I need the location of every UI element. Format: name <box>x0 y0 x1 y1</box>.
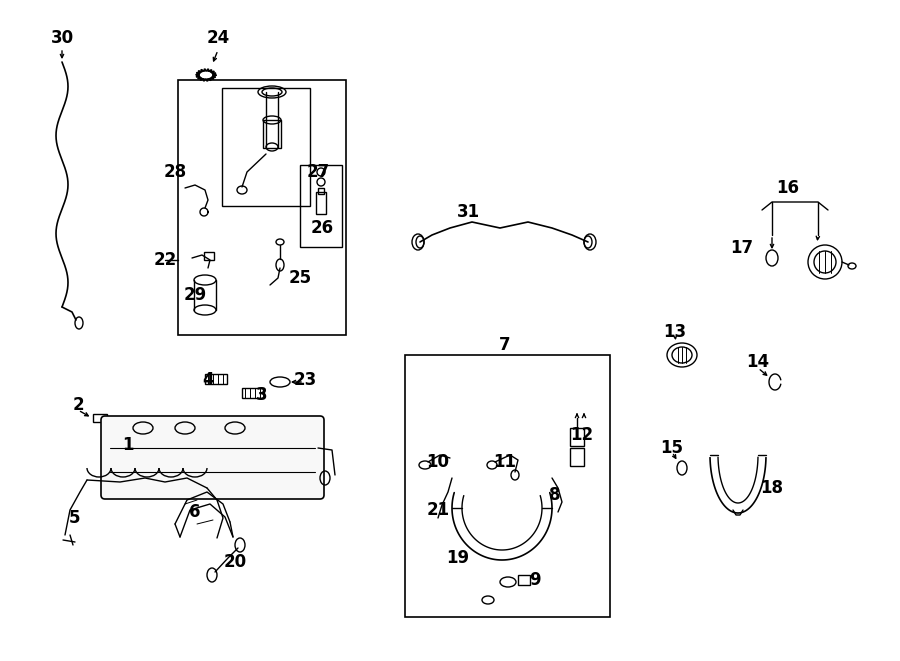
Text: 19: 19 <box>446 549 470 567</box>
Bar <box>222 88 310 206</box>
Text: 1: 1 <box>122 436 134 454</box>
Text: 15: 15 <box>661 439 683 457</box>
Text: 13: 13 <box>663 323 687 341</box>
Bar <box>318 188 324 194</box>
Bar <box>93 414 107 422</box>
Text: 6: 6 <box>189 503 201 521</box>
Text: 14: 14 <box>746 353 769 371</box>
Bar <box>205 374 227 384</box>
Text: 24: 24 <box>206 29 230 47</box>
Bar <box>316 192 326 214</box>
Bar <box>204 252 214 260</box>
Text: 8: 8 <box>549 486 561 504</box>
Text: 17: 17 <box>731 239 753 257</box>
Text: 21: 21 <box>427 501 450 519</box>
Text: 27: 27 <box>306 163 329 181</box>
Text: 7: 7 <box>500 336 511 354</box>
Bar <box>178 80 346 335</box>
Bar <box>300 165 342 247</box>
Text: 16: 16 <box>777 179 799 197</box>
Text: 9: 9 <box>529 571 541 589</box>
Text: 30: 30 <box>50 29 74 47</box>
Text: 5: 5 <box>69 509 81 527</box>
Text: 28: 28 <box>164 163 186 181</box>
Text: 18: 18 <box>760 479 784 497</box>
Bar <box>242 388 264 398</box>
Text: 23: 23 <box>293 371 317 389</box>
Text: 25: 25 <box>288 269 311 287</box>
Text: 4: 4 <box>202 371 214 389</box>
Bar <box>263 120 281 148</box>
Text: 11: 11 <box>493 453 517 471</box>
Text: 2: 2 <box>72 396 84 414</box>
Text: 20: 20 <box>223 553 247 571</box>
Text: 12: 12 <box>571 426 594 444</box>
Bar <box>518 575 530 585</box>
FancyBboxPatch shape <box>101 416 324 499</box>
Text: 3: 3 <box>256 386 268 404</box>
Text: 22: 22 <box>153 251 176 269</box>
Text: 29: 29 <box>184 286 207 304</box>
Bar <box>570 448 584 466</box>
Bar <box>405 355 610 617</box>
Bar <box>570 428 584 446</box>
Text: 31: 31 <box>456 203 480 221</box>
Text: 10: 10 <box>427 453 449 471</box>
Text: 26: 26 <box>310 219 334 237</box>
